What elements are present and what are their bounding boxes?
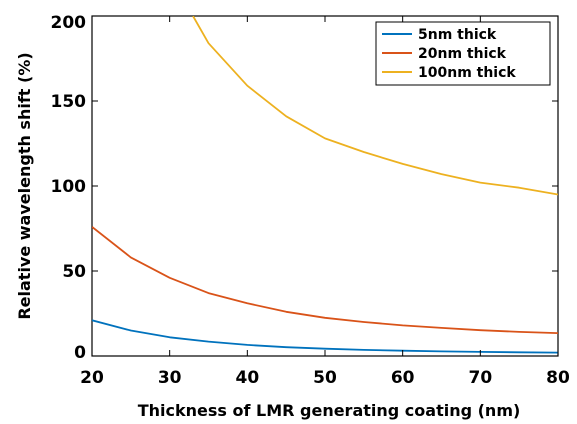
x-tick-label: 20	[80, 368, 104, 388]
series-line-0	[92, 319, 558, 354]
x-tick-label: 70	[468, 368, 492, 388]
y-tick-label: 200	[51, 13, 87, 33]
y-tick-label: 0	[74, 343, 86, 363]
legend: 5nm thick 20nm thick 100nm thick	[375, 21, 551, 86]
legend-label: 100nm thick	[418, 65, 516, 81]
series-line-1	[92, 226, 558, 334]
x-tick-label: 40	[235, 368, 259, 388]
legend-label: 5nm thick	[418, 27, 497, 43]
x-tick-label: 80	[546, 368, 570, 388]
x-axis-label: Thickness of LMR generating coating (nm)	[138, 401, 521, 420]
x-tick-label: 30	[158, 368, 182, 388]
x-tick-label: 60	[391, 368, 415, 388]
y-axis-ticks: 0 50 100 150 200	[51, 13, 558, 363]
series-line-2	[192, 16, 558, 196]
legend-label: 20nm thick	[418, 46, 507, 62]
y-tick-label: 100	[51, 177, 87, 197]
y-axis-label: Relative wavelength shift (%)	[15, 52, 34, 319]
y-tick-label: 50	[62, 262, 86, 282]
legend-items: 5nm thick 20nm thick 100nm thick	[382, 27, 516, 81]
x-axis-ticks: 20 30 40 50 60 70 80	[80, 16, 570, 388]
plot-area: 20 30 40 50 60 70 80 0 50 100 150 200	[51, 13, 570, 388]
y-tick-label: 150	[51, 92, 87, 112]
x-tick-label: 50	[313, 368, 337, 388]
